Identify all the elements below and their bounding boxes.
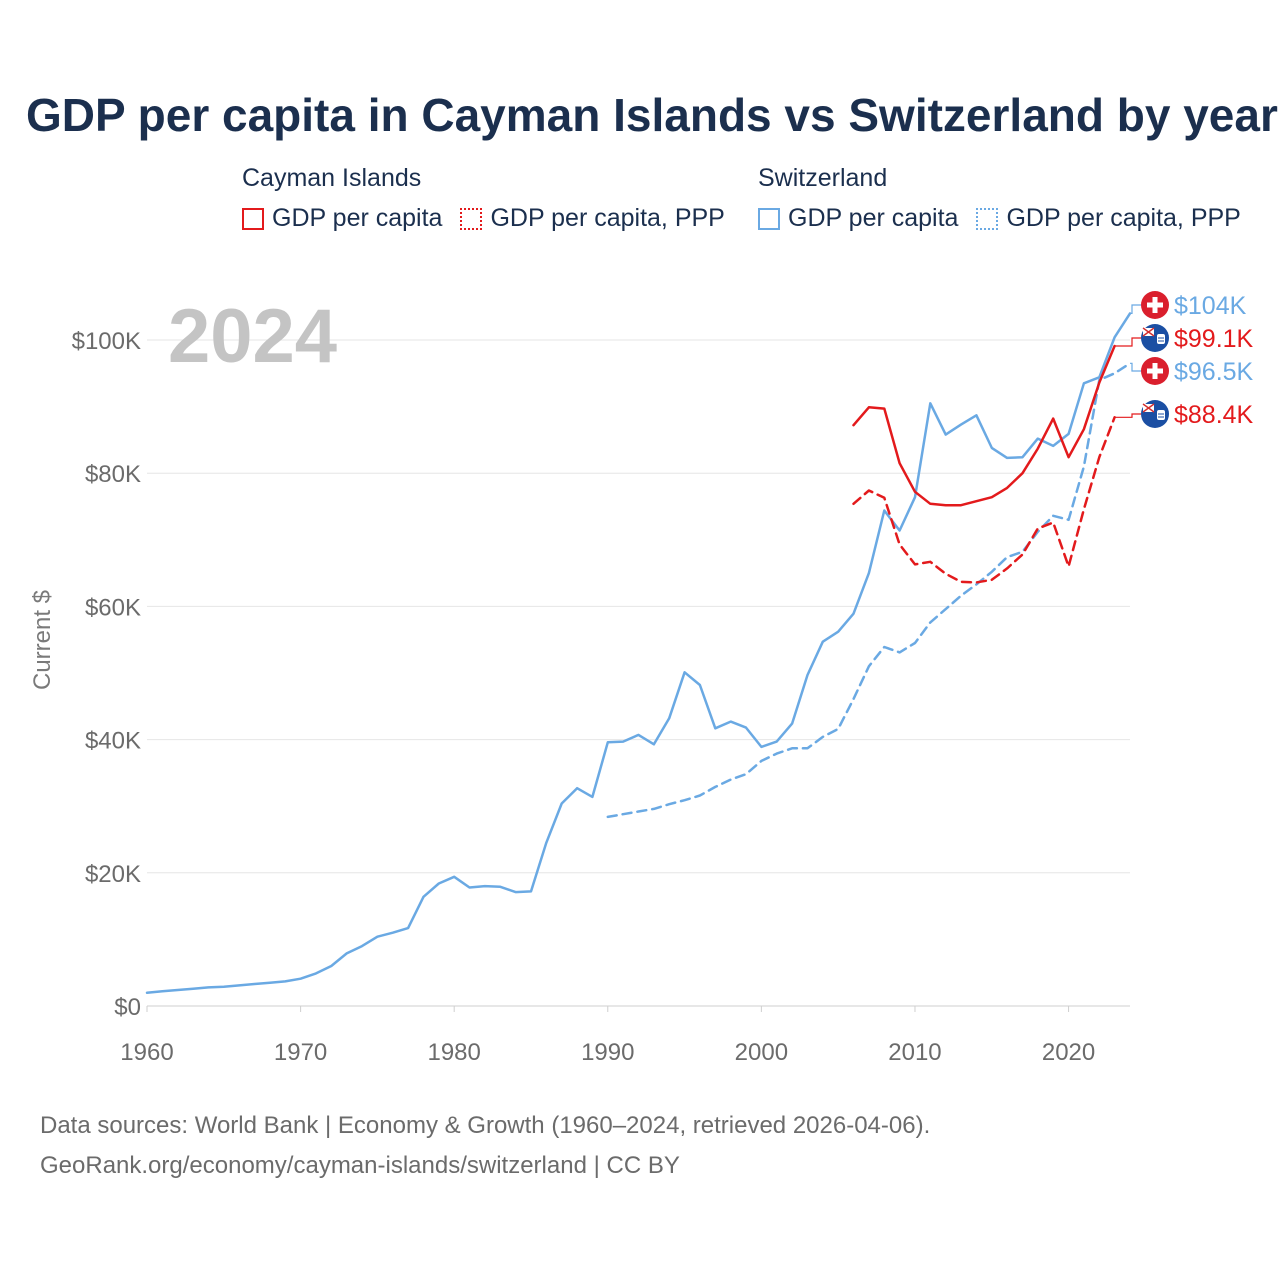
end-value-label: $88.4K bbox=[1174, 401, 1254, 429]
x-tick-label: 2020 bbox=[1042, 1039, 1095, 1066]
end-label-leader bbox=[1114, 413, 1141, 418]
chart-title: GDP per capita in Cayman Islands vs Swit… bbox=[26, 89, 1278, 141]
legend-item-switzerland-gdp-per-capita[interactable]: GDP per capita bbox=[758, 204, 958, 233]
flag-shield bbox=[1157, 410, 1165, 420]
y-tick-label: $100K bbox=[72, 328, 141, 355]
end-value-label: $104K bbox=[1174, 292, 1247, 320]
y-tick-label: $0 bbox=[114, 994, 141, 1021]
y-tick-label: $80K bbox=[85, 461, 141, 488]
y-tick-label: $40K bbox=[85, 728, 141, 755]
end-label-leader bbox=[1114, 337, 1141, 347]
end-label-layer: $104K $99.1K $96.5K $88.4K bbox=[1114, 291, 1254, 429]
legend-group-title: Cayman Islands bbox=[242, 164, 422, 192]
end-value-label: $96.5K bbox=[1174, 358, 1254, 386]
footer-line-attribution: GeoRank.org/economy/cayman-islands/switz… bbox=[40, 1152, 680, 1179]
footer-line-sources: Data sources: World Bank | Economy & Gro… bbox=[40, 1112, 931, 1139]
grid-layer bbox=[147, 339, 1130, 1007]
legend-swatch-solid-blue bbox=[758, 207, 780, 230]
flag-canton-cross bbox=[1142, 327, 1155, 337]
series-layer bbox=[145, 312, 1132, 994]
x-tick-label: 2010 bbox=[888, 1039, 941, 1066]
switzerland-gdp-per-capita-ppp-line[interactable] bbox=[606, 362, 1132, 819]
flag-canton-cross bbox=[1142, 403, 1155, 413]
flag-cross-horizontal bbox=[1147, 368, 1163, 374]
cayman-islands-flag-icon bbox=[1141, 324, 1169, 352]
switzerland-flag-icon bbox=[1141, 291, 1169, 319]
legend-group-title: Switzerland bbox=[758, 164, 888, 192]
end-label-leader bbox=[1130, 304, 1141, 314]
year-watermark: 2024 bbox=[168, 294, 337, 379]
end-value-label: $99.1K bbox=[1174, 325, 1254, 353]
legend-swatch-dotted-blue bbox=[976, 207, 999, 230]
y-tick-label: $20K bbox=[85, 861, 141, 888]
end-label-leader bbox=[1130, 362, 1141, 372]
legend-group-cayman-islands: Cayman Islands GDP per capita GDP per ca… bbox=[242, 162, 725, 233]
legend-label: GDP per capita bbox=[788, 204, 959, 232]
flag-shield bbox=[1157, 334, 1165, 344]
cayman-islands-gdp-per-capita-line[interactable] bbox=[852, 344, 1116, 507]
x-tick-label: 1990 bbox=[581, 1039, 634, 1066]
cayman-islands-flag-icon bbox=[1141, 400, 1169, 428]
legend-group-switzerland: Switzerland GDP per capita GDP per capit… bbox=[758, 162, 1241, 233]
legend-swatch-dotted-red bbox=[460, 207, 483, 230]
y-tick-label: $60K bbox=[85, 594, 141, 621]
x-tick-label: 1980 bbox=[427, 1039, 480, 1066]
cayman-islands-gdp-per-capita-ppp-line[interactable] bbox=[852, 416, 1116, 584]
x-tick-label: 1970 bbox=[274, 1039, 327, 1066]
x-tick-label: 1960 bbox=[120, 1039, 173, 1066]
legend-label: GDP per capita, PPP bbox=[1006, 204, 1241, 232]
legend-item-cayman-gdp-per-capita-ppp[interactable]: GDP per capita, PPP bbox=[460, 204, 725, 233]
switzerland-flag-icon bbox=[1141, 357, 1169, 385]
legend-item-cayman-gdp-per-capita[interactable]: GDP per capita bbox=[242, 204, 442, 233]
data-source-footer: Data sources: World Bank | Economy & Gro… bbox=[40, 1106, 930, 1186]
axis-layer: $0 $20K $40K $60K $80K $100K 1960 1970 1980 1990 2… bbox=[72, 328, 1096, 1066]
x-tick-label: 2000 bbox=[735, 1039, 788, 1066]
flag-cross-horizontal bbox=[1147, 302, 1163, 308]
switzerland-gdp-per-capita-line[interactable] bbox=[145, 312, 1132, 994]
legend-label: GDP per capita bbox=[272, 204, 443, 232]
y-axis-label: Current $ bbox=[29, 590, 56, 690]
legend-label: GDP per capita, PPP bbox=[490, 204, 725, 232]
legend-item-switzerland-gdp-per-capita-ppp[interactable]: GDP per capita, PPP bbox=[976, 204, 1241, 233]
legend-swatch-solid-red bbox=[242, 207, 264, 230]
